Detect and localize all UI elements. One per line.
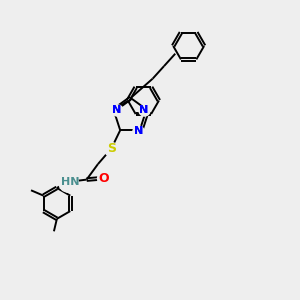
Text: N: N [134,126,143,136]
Text: N: N [140,105,149,115]
Text: S: S [107,142,116,155]
Text: N: N [134,126,143,136]
Text: N: N [140,105,149,115]
Text: O: O [98,172,109,184]
Text: N: N [112,105,121,115]
Text: N: N [112,105,121,115]
Text: HN: HN [61,177,79,187]
